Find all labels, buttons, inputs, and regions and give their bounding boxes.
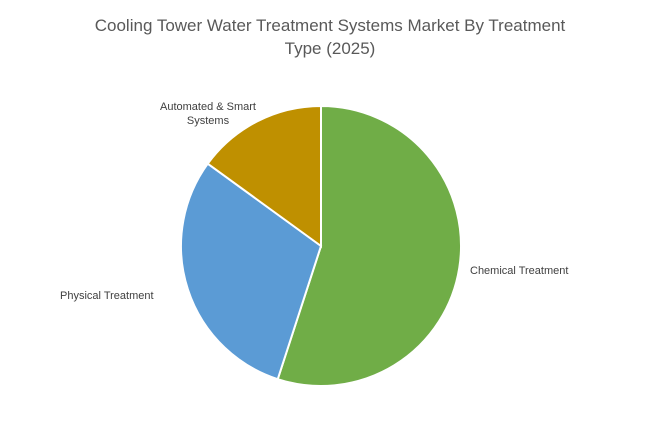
pie-slice [180,162,323,381]
pie-slice [276,104,462,387]
chart-title: Cooling Tower Water Treatment Systems Ma… [94,16,566,58]
slice-label: Automated & Smart Systems [160,101,256,127]
pie-slice [206,104,322,248]
slice-label: Physical Treatment [60,290,154,302]
slice-label: Chemical Treatment [470,265,569,277]
